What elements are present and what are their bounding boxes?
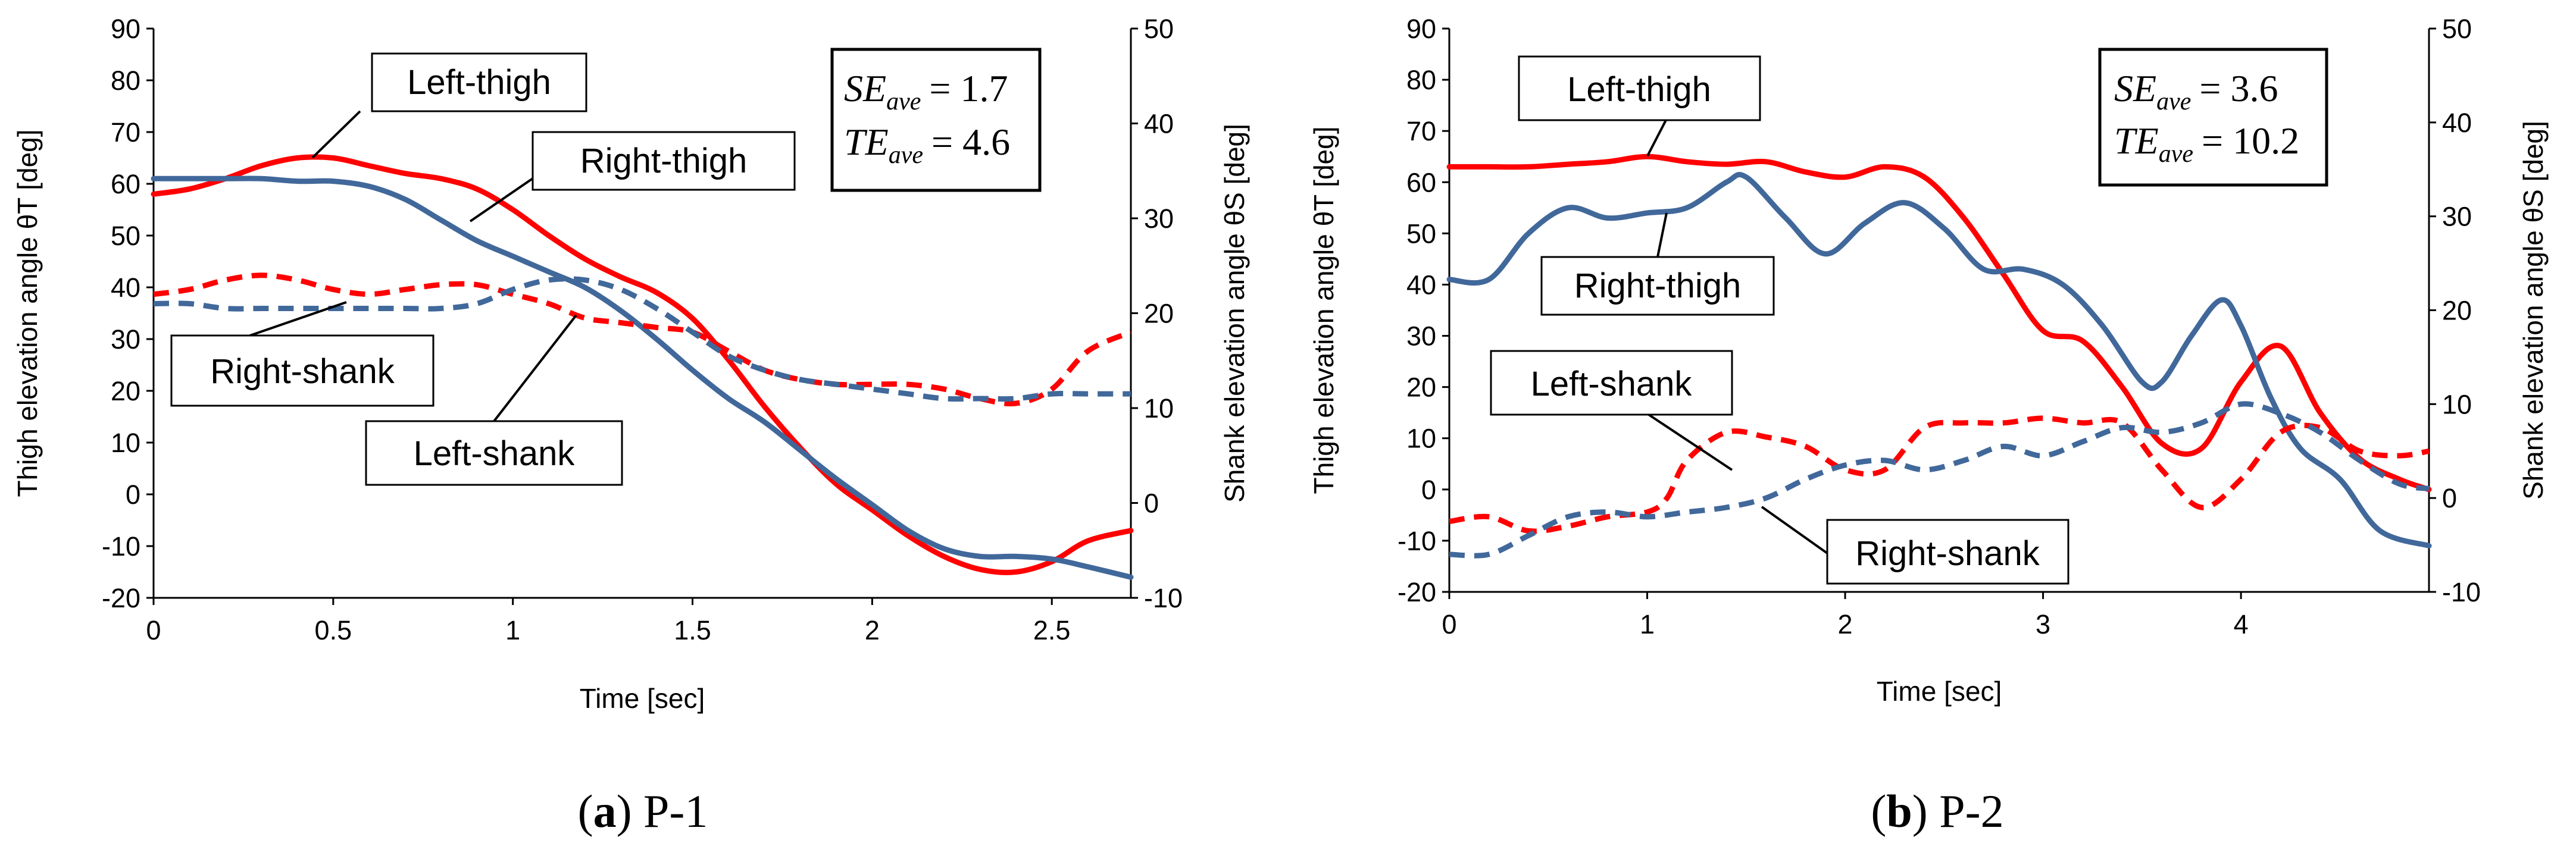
panel-a-caption: (a) P-1 [578,785,708,837]
panel-b-callout-right-thigh: Right-thigh [1540,212,1775,316]
x-tick-label: 0.5 [315,615,352,645]
panel-a-stats-frame [830,48,1042,192]
y2-tick-label: 10 [2442,389,2472,419]
y-tick-label: -20 [102,583,140,613]
y-tick-label: 20 [111,376,140,406]
panel-b-caption: (b) P-2 [1871,785,2003,837]
panel-a-stat-1: SEave = 1.7 [844,67,1008,115]
y-tick-label: 90 [111,14,140,44]
x-tick-label: 0 [1442,609,1456,639]
panel-b-stats-frame [2098,48,2328,187]
y-tick-label: 30 [111,324,140,355]
y2-tick-label: 20 [2442,296,2472,326]
panel-a-series [151,154,1134,580]
y2-tick-label: -10 [2442,577,2481,607]
y2-tick-label: 30 [1144,203,1174,234]
y-tick-label: 10 [1406,424,1436,454]
panel-b-series [1446,153,2432,559]
y2-tick-label: 50 [2442,14,2472,44]
panel-a-stats-box: SEave = 1.7 TEave = 4.6 [830,48,1042,192]
panel-a-callout-right-shank-label: Right-shank [210,352,395,391]
panel-b-callout-left-thigh: Left-thigh [1518,55,1761,156]
x-tick-label: 2.5 [1033,615,1071,645]
y-tick-label: 10 [111,428,140,458]
panel-b-chart: -20 -10 0 10 20 30 40 50 60 70 80 90 -10 0 10 20 30 40 50 0… [1308,14,2549,837]
series-line-left-shank [153,272,1132,407]
panel-a-callout-right-thigh: Right-thigh [469,131,796,222]
panel-b-callout-left-thigh-label: Left-thigh [1567,70,1711,109]
y-tick-label: 0 [126,479,140,510]
y2-axis-label: Shank elevation angle θS [deg] [1219,124,1250,503]
panel-a-axes: -20-100102030405060708090-10010203040500… [12,14,1250,714]
series-line-right-thigh [151,175,1134,580]
y-tick-label: 40 [111,272,140,303]
y-tick-label: -10 [1398,526,1436,556]
y-tick-label: 30 [1406,321,1436,352]
y2-tick-label: 50 [1144,14,1174,44]
x-tick-label: 4 [2234,609,2249,639]
panel-b-callout-left-shank-label: Left-shank [1531,365,1693,403]
panel-a-callout-left-shank-label: Left-shank [414,434,576,473]
panel-b-stat-1: SEave = 3.6 [2114,67,2278,115]
y-tick-label: -10 [102,531,140,562]
x-tick-label: 2 [865,615,880,645]
y2-tick-label: 0 [1144,488,1159,519]
y-tick-label: 60 [111,169,140,199]
y2-axis-label: Shank elevation angle θS [deg] [2518,121,2549,500]
panel-b-stats-box: SEave = 3.6 TEave = 10.2 [2098,48,2328,187]
y2-tick-label: 40 [2442,108,2472,138]
y2-tick-label: 0 [2442,483,2457,513]
panel-a-callout-left-thigh-label: Left-thigh [407,63,551,102]
y-tick-label: 70 [111,117,140,148]
y-tick-label: 80 [111,65,140,96]
panel-a-callout-left-thigh: Left-thigh [311,52,587,159]
panel-a-chart: -20-100102030405060708090-10010203040500… [12,14,1250,837]
x-axis-label: Time [sec] [580,683,705,714]
panel-b-callout-right-thigh-label: Right-thigh [1574,267,1741,305]
series-line-right-shank [1449,401,2430,559]
series-line-right-thigh [1446,172,2432,548]
panel-a-callout-right-thigh-label: Right-thigh [580,142,747,180]
panel-a-callout-left-shank: Left-shank [365,314,623,486]
y-tick-label: 80 [1406,65,1436,95]
x-tick-label: 2 [1838,609,1853,639]
panel-a-callout-right-shank: Right-shank [170,301,434,407]
y-tick-label: 70 [1406,116,1436,146]
x-tick-label: 1 [505,615,520,645]
series-line-left-thigh [1446,153,2432,493]
series-line-right-shank [153,276,1131,402]
x-axis-label: Time [sec] [1877,676,2002,707]
panel-b-callout-right-shank-label: Right-shank [1855,534,2040,573]
y-tick-label: 60 [1406,167,1436,197]
y-tick-label: 50 [111,221,140,251]
y-tick-label: 40 [1406,269,1436,300]
y2-tick-label: 20 [1144,299,1174,329]
x-tick-label: 3 [2036,609,2050,639]
y2-tick-label: 30 [2442,202,2472,232]
panel-a-stat-2: TEave = 4.6 [844,121,1010,169]
y-tick-label: 0 [1421,475,1436,505]
y-axis-label: Thigh elevation angle θT [deg] [12,129,43,497]
panel-b-callout-right-shank: Right-shank [1761,506,2069,585]
x-tick-label: 1 [1640,609,1655,639]
y2-tick-label: 40 [1144,109,1174,139]
y-tick-label: -20 [1398,577,1436,607]
panel-b-axes: -20 -10 0 10 20 30 40 50 60 70 80 90 -10 0 10 20 30 40 50 0… [1308,14,2549,707]
y-tick-label: 50 [1406,218,1436,249]
y2-tick-label: 10 [1144,393,1174,424]
series-line-left-thigh [151,154,1134,575]
x-tick-label: 0 [146,615,161,645]
x-tick-label: 1.5 [674,615,711,645]
panel-b-callout-left-shank: Left-shank [1490,350,1733,471]
y-tick-label: 90 [1406,14,1436,44]
panel-b-stat-2: TEave = 10.2 [2114,120,2299,168]
y2-tick-label: -10 [1144,583,1183,613]
y-tick-label: 20 [1406,372,1436,403]
y-axis-label: Thigh elevation angle θT [deg] [1308,126,1339,494]
